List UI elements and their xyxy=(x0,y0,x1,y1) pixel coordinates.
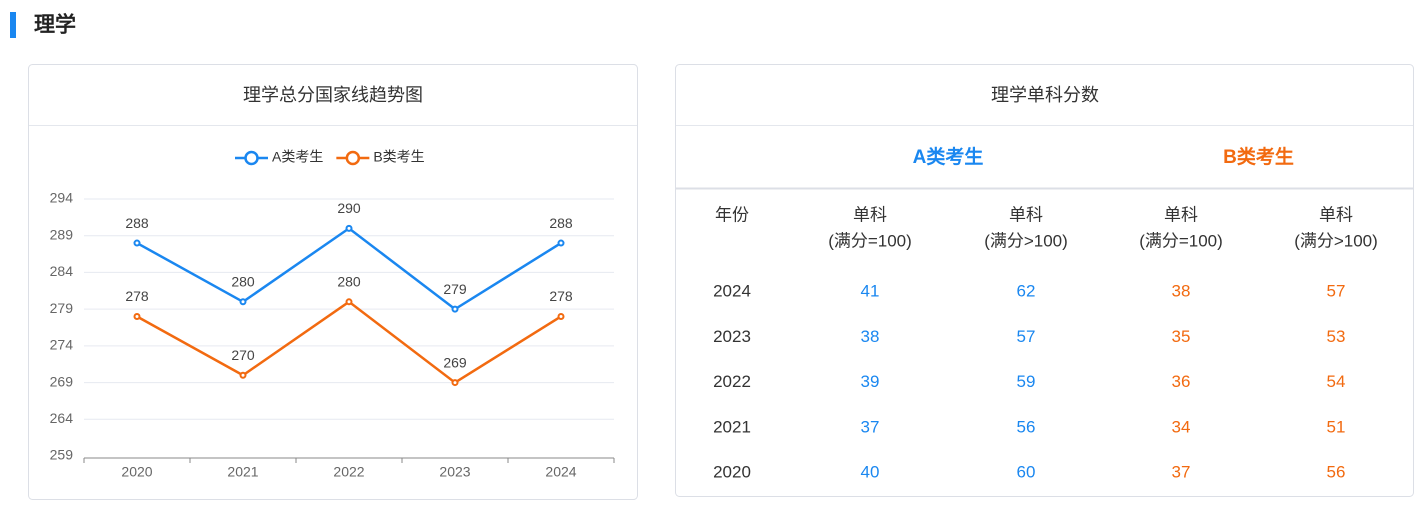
data-point xyxy=(239,371,247,379)
score-cell: 56 xyxy=(1327,463,1346,482)
score-cell: 40 xyxy=(861,463,880,482)
data-point xyxy=(239,298,247,306)
year-cell: 2021 xyxy=(713,417,751,436)
column-header: 单科 xyxy=(1164,205,1198,224)
data-label: 290 xyxy=(337,200,361,216)
data-label: 288 xyxy=(125,215,149,231)
legend-label: B类考生 xyxy=(373,149,424,165)
legend-marker xyxy=(345,150,361,166)
data-point xyxy=(557,239,565,247)
year-cell: 2020 xyxy=(713,463,751,482)
score-cell: 59 xyxy=(1017,372,1036,391)
score-cell: 38 xyxy=(1172,281,1191,300)
score-cell: 37 xyxy=(1172,463,1191,482)
y-tick-label: 274 xyxy=(50,337,74,353)
score-cell: 38 xyxy=(861,327,880,346)
y-tick-label: 269 xyxy=(50,373,74,389)
data-label: 278 xyxy=(549,288,573,304)
table-title: 理学单科分数 xyxy=(991,85,1099,105)
score-cell: 37 xyxy=(861,417,880,436)
y-tick-label: 294 xyxy=(50,190,74,206)
column-header: 单科 xyxy=(1009,205,1043,224)
y-tick-label: 259 xyxy=(50,447,74,463)
data-point xyxy=(133,312,141,320)
data-point xyxy=(451,305,459,313)
x-tick-label: 2022 xyxy=(333,464,364,480)
score-cell: 36 xyxy=(1172,372,1191,391)
y-tick-label: 264 xyxy=(50,410,74,426)
x-tick-label: 2024 xyxy=(545,464,576,480)
y-tick-label: 289 xyxy=(50,226,74,242)
column-header: 单科 xyxy=(1319,205,1353,224)
score-cell: 54 xyxy=(1327,372,1346,391)
legend-marker xyxy=(244,150,259,166)
score-cell: 34 xyxy=(1172,417,1191,436)
legend-label: A类考生 xyxy=(272,149,323,165)
data-point xyxy=(451,379,459,387)
data-label: 288 xyxy=(549,215,573,231)
data-point xyxy=(345,298,353,306)
data-label: 270 xyxy=(231,347,255,363)
data-point xyxy=(557,312,565,320)
group-header: A类考生 xyxy=(913,145,984,168)
score-cell: 60 xyxy=(1017,463,1036,482)
x-tick-label: 2021 xyxy=(227,464,258,480)
chart-title: 理学总分国家线趋势图 xyxy=(243,85,423,105)
data-label: 280 xyxy=(337,274,361,290)
column-header: 年份 xyxy=(715,205,749,224)
column-header: (满分=100) xyxy=(828,231,912,250)
title-accent xyxy=(10,12,16,38)
score-cell: 41 xyxy=(861,281,880,300)
year-cell: 2023 xyxy=(713,327,751,346)
data-label: 269 xyxy=(443,354,467,370)
group-header: B类考生 xyxy=(1223,145,1294,168)
score-cell: 62 xyxy=(1017,281,1036,300)
year-cell: 2022 xyxy=(713,372,751,391)
x-tick-label: 2023 xyxy=(439,464,470,480)
column-header: 单科 xyxy=(853,205,887,224)
column-header: (满分>100) xyxy=(984,231,1068,250)
data-label: 279 xyxy=(443,281,467,297)
data-label: 280 xyxy=(231,274,255,290)
score-cell: 51 xyxy=(1327,417,1346,436)
score-cell: 35 xyxy=(1172,327,1191,346)
y-tick-label: 279 xyxy=(50,300,74,316)
data-point xyxy=(133,239,141,247)
section-title: 理学 xyxy=(34,13,76,37)
score-cell: 57 xyxy=(1017,327,1036,346)
x-tick-label: 2020 xyxy=(121,464,152,480)
score-cell: 39 xyxy=(861,372,880,391)
score-cell: 57 xyxy=(1327,281,1346,300)
year-cell: 2024 xyxy=(713,281,751,300)
y-tick-label: 284 xyxy=(50,263,74,279)
data-label: 278 xyxy=(125,288,149,304)
column-header: (满分>100) xyxy=(1294,231,1378,250)
score-cell: 53 xyxy=(1327,327,1346,346)
data-point xyxy=(345,224,353,232)
score-cell: 56 xyxy=(1017,417,1036,436)
column-header: (满分=100) xyxy=(1139,231,1223,250)
chart-card xyxy=(28,64,638,500)
table-card xyxy=(675,64,1414,497)
